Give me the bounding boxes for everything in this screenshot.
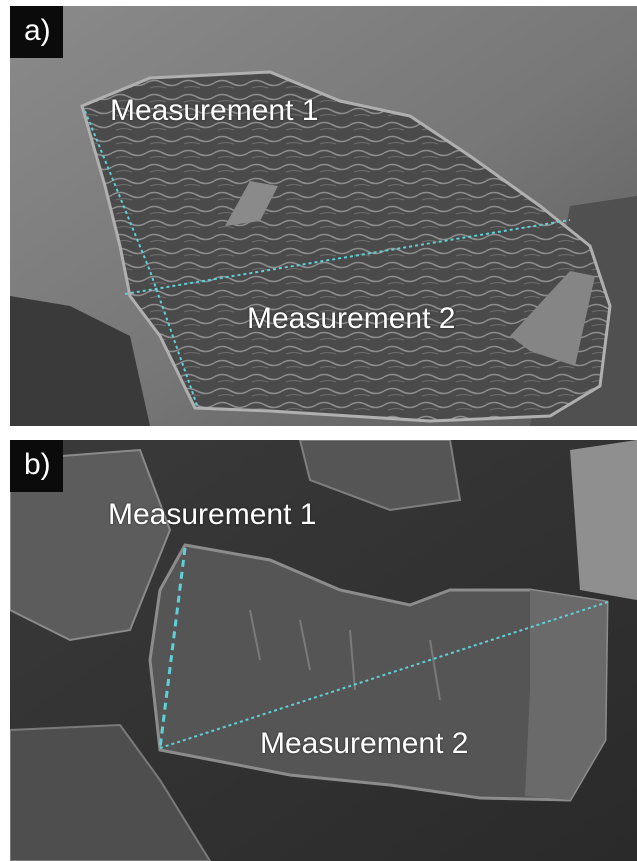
- particle-flake-step: [525, 590, 607, 800]
- panel-label: b): [10, 440, 63, 492]
- particle-shard: [510, 271, 595, 366]
- measurement-label-1: Measurement 1: [108, 498, 317, 531]
- measurement-label-2: Measurement 2: [247, 302, 456, 335]
- sem-image-b: [10, 440, 637, 861]
- sem-panel-a: a) Measurement 1 Measurement 2: [10, 6, 637, 426]
- measurement-line-2: [159, 601, 609, 749]
- particle-fragment: [10, 723, 212, 861]
- particle-flake: [80, 70, 612, 423]
- measurement-label-1: Measurement 1: [110, 94, 319, 127]
- surface-ridges: [249, 609, 441, 701]
- shadow-region: [10, 296, 150, 426]
- particle-fragment: [10, 448, 172, 642]
- particle-fragment: [298, 440, 462, 512]
- sem-panel-b: b) Measurement 1 Measurement 2: [10, 440, 637, 861]
- particle-fragment: [570, 440, 637, 600]
- measurement-line-1: [158, 547, 187, 749]
- measurement-label-2: Measurement 2: [260, 727, 469, 760]
- particle-shard: [225, 181, 278, 226]
- panel-label: a): [10, 6, 63, 58]
- sem-image-a: [10, 6, 637, 426]
